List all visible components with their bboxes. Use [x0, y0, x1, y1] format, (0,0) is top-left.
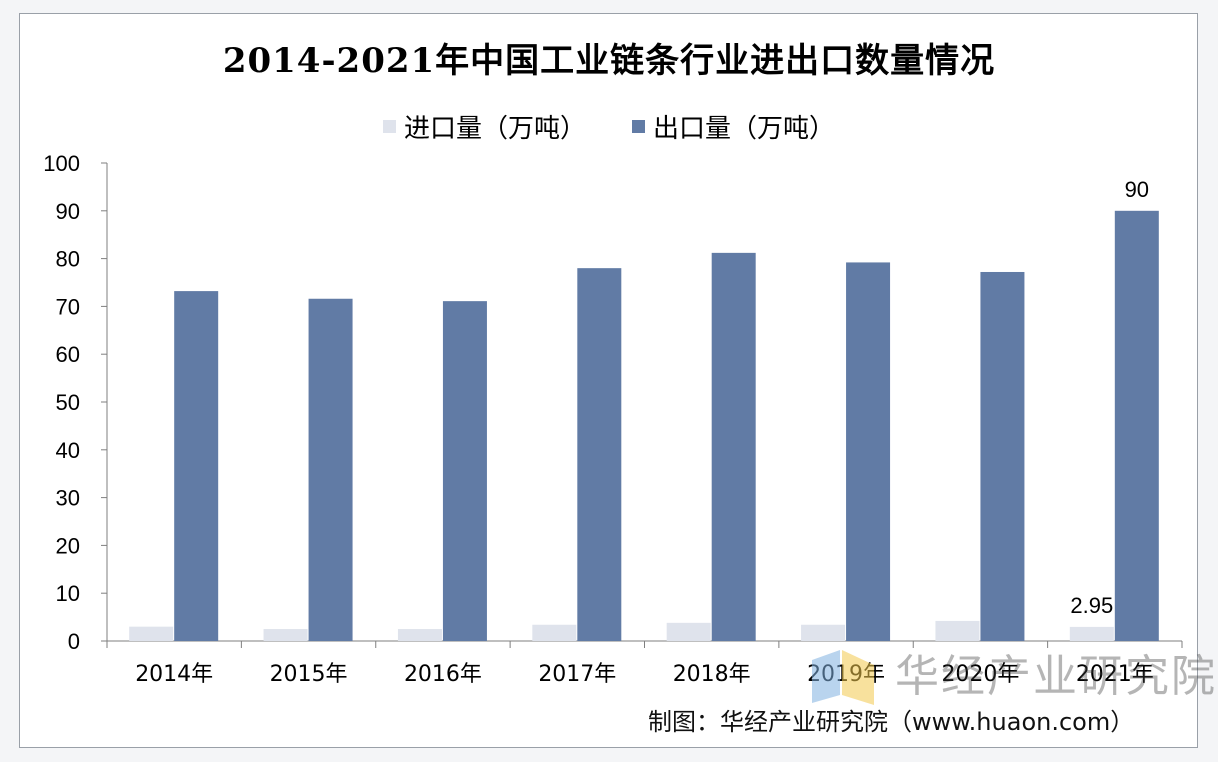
source-note: 制图：华经产业研究院（www.huaon.com） — [648, 708, 1135, 736]
x-tick-label: 2017年 — [538, 662, 616, 687]
legend-label-export: 出口量（万吨） — [653, 114, 836, 144]
x-tick-label: 2016年 — [404, 662, 482, 687]
bar-import — [801, 624, 846, 641]
bar-export — [711, 252, 756, 641]
bar-import — [397, 629, 442, 641]
x-tick-label: 2021年 — [1076, 662, 1154, 687]
data-label: 2.95 — [1070, 593, 1113, 618]
bar-export — [308, 298, 353, 641]
legend-item-import: 进口量（万吨） — [382, 108, 586, 145]
bar-export — [1114, 210, 1159, 642]
bar-import — [263, 629, 308, 641]
x-tick-label: 2014年 — [135, 662, 213, 687]
x-tick-label: 2015年 — [270, 662, 348, 687]
legend-swatch-export — [632, 120, 645, 133]
y-tick-label: 20 — [56, 533, 80, 558]
bar-export — [442, 301, 487, 641]
data-label: 90 — [1125, 177, 1149, 202]
y-tick-label: 80 — [56, 247, 80, 272]
legend-label-import: 进口量（万吨） — [403, 114, 586, 144]
bar-export — [577, 268, 622, 641]
y-tick-label: 0 — [68, 629, 80, 654]
y-tick-label: 70 — [56, 294, 80, 319]
bar-export — [174, 291, 219, 641]
watermark-text: 华经产业研究院 — [895, 651, 1217, 702]
y-tick-label: 30 — [56, 486, 80, 511]
y-tick-label: 50 — [56, 390, 80, 415]
bar-import — [935, 620, 980, 641]
y-tick-label: 90 — [56, 199, 80, 224]
y-tick-label: 10 — [56, 581, 80, 606]
legend: 进口量（万吨） 出口量（万吨） — [0, 108, 1218, 145]
bar-import — [129, 626, 174, 641]
bar-import — [532, 624, 577, 641]
huajing-logo-icon — [812, 650, 874, 705]
bar-import — [666, 622, 711, 641]
bar-import — [1069, 626, 1114, 641]
x-tick-label: 2018年 — [673, 662, 751, 687]
y-tick-label: 40 — [56, 438, 80, 463]
chart-title: 2014-2021年中国工业链条行业进出口数量情况 — [222, 41, 996, 81]
bar-export — [846, 262, 891, 641]
bar-export — [980, 271, 1025, 641]
x-tick-label: 2020年 — [941, 662, 1019, 687]
legend-swatch-import — [382, 120, 396, 133]
legend-item-export: 出口量（万吨） — [632, 108, 835, 145]
y-tick-label: 100 — [43, 151, 80, 176]
y-tick-label: 60 — [56, 342, 80, 367]
